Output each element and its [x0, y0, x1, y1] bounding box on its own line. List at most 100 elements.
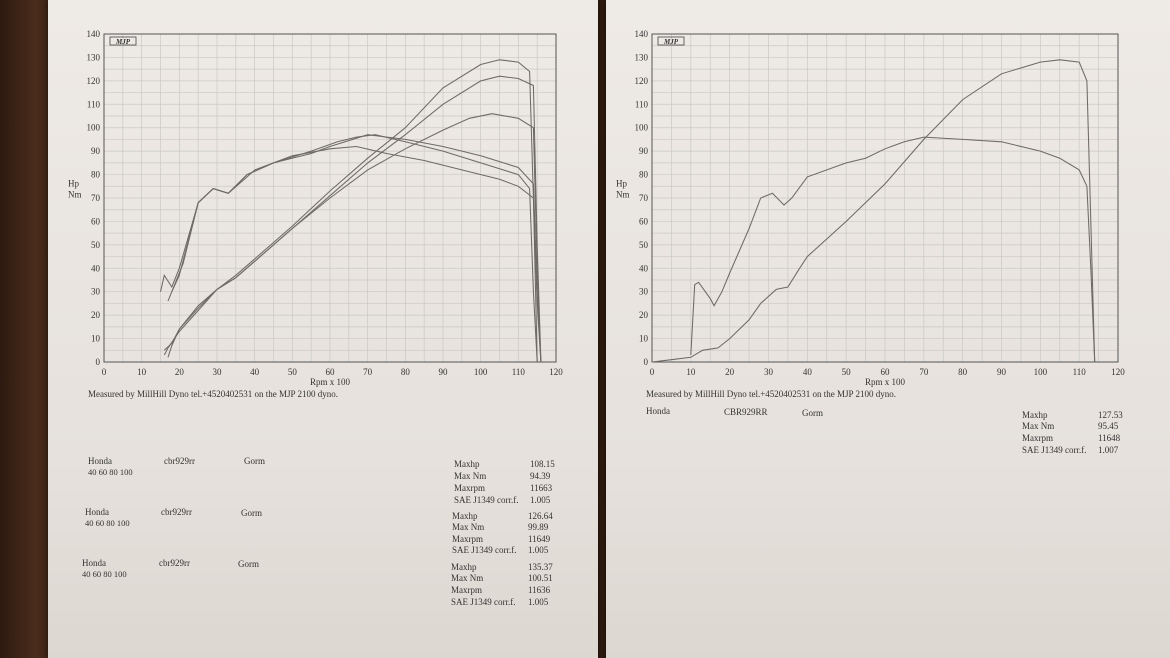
y-tick-label: 110 — [635, 99, 649, 109]
y-tick-label: 60 — [639, 216, 649, 226]
label-sae: SAE J1349 corr.f. — [451, 597, 516, 607]
dyno-sheet-right: 0 10 20 30 40 50 60 70 80 90 100 110 120 0 10 20 30 40 50 6… — [606, 0, 1170, 658]
x-tick-label: 50 — [842, 367, 852, 377]
x-tick-label: 10 — [137, 367, 147, 377]
label-sae: SAE J1349 corr.f. — [452, 545, 517, 555]
grid — [103, 33, 557, 363]
x-tick-label: 80 — [958, 367, 968, 377]
run-model: cbr929rr — [161, 507, 192, 517]
grid — [651, 33, 1119, 363]
curve-run3-hp — [167, 59, 538, 363]
y-tick-label: 80 — [639, 170, 649, 180]
mjp-logo: MJP — [109, 36, 137, 46]
x-tick-label: 110 — [512, 367, 526, 377]
logo-text: MJP — [115, 38, 131, 46]
label-maxrpm: Maxrpm — [452, 534, 483, 544]
x-axis-label: Rpm x 100 — [310, 377, 351, 387]
x-tick-label: 60 — [326, 367, 336, 377]
run-gears: 40 60 80 100 — [82, 569, 127, 579]
dyno-sheet-left: 0 10 20 30 40 50 60 70 80 90 100 110 120 0 10 20 30 40 50 6… — [48, 0, 598, 658]
y-tick-label: 40 — [639, 263, 649, 273]
x-tick-label: 90 — [997, 367, 1007, 377]
run-make: Honda — [82, 558, 106, 568]
dyno-chart-left: 0 10 20 30 40 50 60 70 80 90 100 110 120 0 10 20 30 40 50 6… — [68, 29, 563, 387]
y-tick-label: 90 — [639, 146, 649, 156]
run-gears: 40 60 80 100 — [85, 518, 130, 528]
y-tick-label: 50 — [639, 240, 649, 250]
label-maxnm: Max Nm — [1022, 421, 1055, 431]
x-tick-label: 0 — [650, 367, 655, 377]
run-model: cbr929rr — [164, 456, 195, 466]
label-maxrpm: Maxrpm — [1022, 433, 1053, 443]
x-tick-label: 120 — [1111, 367, 1125, 377]
y-tick-label: 70 — [91, 193, 101, 203]
value-maxrpm: 11636 — [528, 585, 551, 595]
y-tick-label: 30 — [639, 287, 649, 297]
value-sae: 1.005 — [528, 597, 549, 607]
value-maxnm: 99.89 — [528, 522, 549, 532]
y-tick-label: 0 — [644, 357, 649, 367]
plot-frame — [651, 33, 1119, 363]
value-maxnm: 100.51 — [528, 573, 553, 583]
value-maxrpm: 11648 — [1098, 433, 1121, 443]
y-axis-label: Nm — [616, 189, 630, 199]
value-sae: 1.005 — [528, 545, 549, 555]
label-maxrpm: Maxrpm — [451, 585, 482, 595]
x-tick-label: 20 — [725, 367, 735, 377]
curve-run1-hp — [163, 113, 542, 363]
value-sae: 1.005 — [530, 495, 551, 505]
x-tick-label: 70 — [919, 367, 929, 377]
x-tick-label: 50 — [288, 367, 298, 377]
run-owner: Gorm — [238, 559, 259, 569]
x-tick-label: 20 — [175, 367, 185, 377]
curve-run3-nm — [171, 134, 538, 363]
value-maxrpm: 11663 — [530, 483, 553, 493]
run-model: CBR929RR — [724, 407, 768, 417]
x-tick-label: 80 — [401, 367, 411, 377]
y-tick-label: 40 — [91, 263, 101, 273]
label-maxhp: Maxhp — [1022, 410, 1048, 420]
x-tick-label: 30 — [213, 367, 223, 377]
x-tick-label: 60 — [881, 367, 891, 377]
y-tick-label: 140 — [87, 29, 101, 39]
dyno-chart-right: 0 10 20 30 40 50 60 70 80 90 100 110 120 0 10 20 30 40 50 6… — [616, 29, 1125, 387]
y-axis-label: Hp — [616, 178, 627, 188]
label-maxhp: Maxhp — [451, 562, 477, 572]
label-sae: SAE J1349 corr.f. — [454, 495, 519, 505]
y-tick-label: 100 — [635, 123, 649, 133]
x-tick-label: 10 — [686, 367, 696, 377]
mjp-logo: MJP — [657, 36, 685, 46]
curve-run2-nm — [167, 134, 542, 363]
y-tick-label: 20 — [91, 310, 101, 320]
value-maxhp: 126.64 — [528, 511, 553, 521]
x-tick-label: 0 — [102, 367, 107, 377]
footer-note: Measured by MillHill Dyno tel.+452040253… — [646, 389, 896, 399]
x-axis-label: Rpm x 100 — [865, 377, 906, 387]
y-tick-label: 120 — [87, 76, 101, 86]
label-maxrpm: Maxrpm — [454, 483, 485, 493]
x-tick-label: 100 — [1034, 367, 1048, 377]
run-model: cbr929rr — [159, 558, 190, 568]
x-tick-label: 30 — [764, 367, 774, 377]
y-tick-label: 60 — [91, 216, 101, 226]
footer-note: Measured by MillHill Dyno tel.+452040253… — [88, 389, 338, 399]
label-maxnm: Max Nm — [452, 522, 485, 532]
y-tick-label: 50 — [91, 240, 101, 250]
y-axis-label: Nm — [68, 189, 82, 199]
y-tick-label: 130 — [635, 52, 649, 62]
run-owner: Gorm — [802, 408, 823, 418]
value-maxnm: 94.39 — [530, 471, 551, 481]
curve-run1-nm — [159, 145, 542, 363]
run-owner: Gorm — [244, 456, 265, 466]
y-tick-label: 0 — [96, 357, 101, 367]
y-tick-label: 110 — [87, 99, 101, 109]
run-gears: 40 60 80 100 — [88, 467, 133, 477]
plot-frame — [103, 33, 557, 363]
y-tick-label: 70 — [639, 193, 649, 203]
run-make: Honda — [85, 507, 109, 517]
y-tick-label: 90 — [91, 146, 101, 156]
y-tick-label: 30 — [91, 287, 101, 297]
run-owner: Gorm — [241, 508, 262, 518]
x-tick-label: 40 — [250, 367, 260, 377]
y-tick-label: 80 — [91, 170, 101, 180]
